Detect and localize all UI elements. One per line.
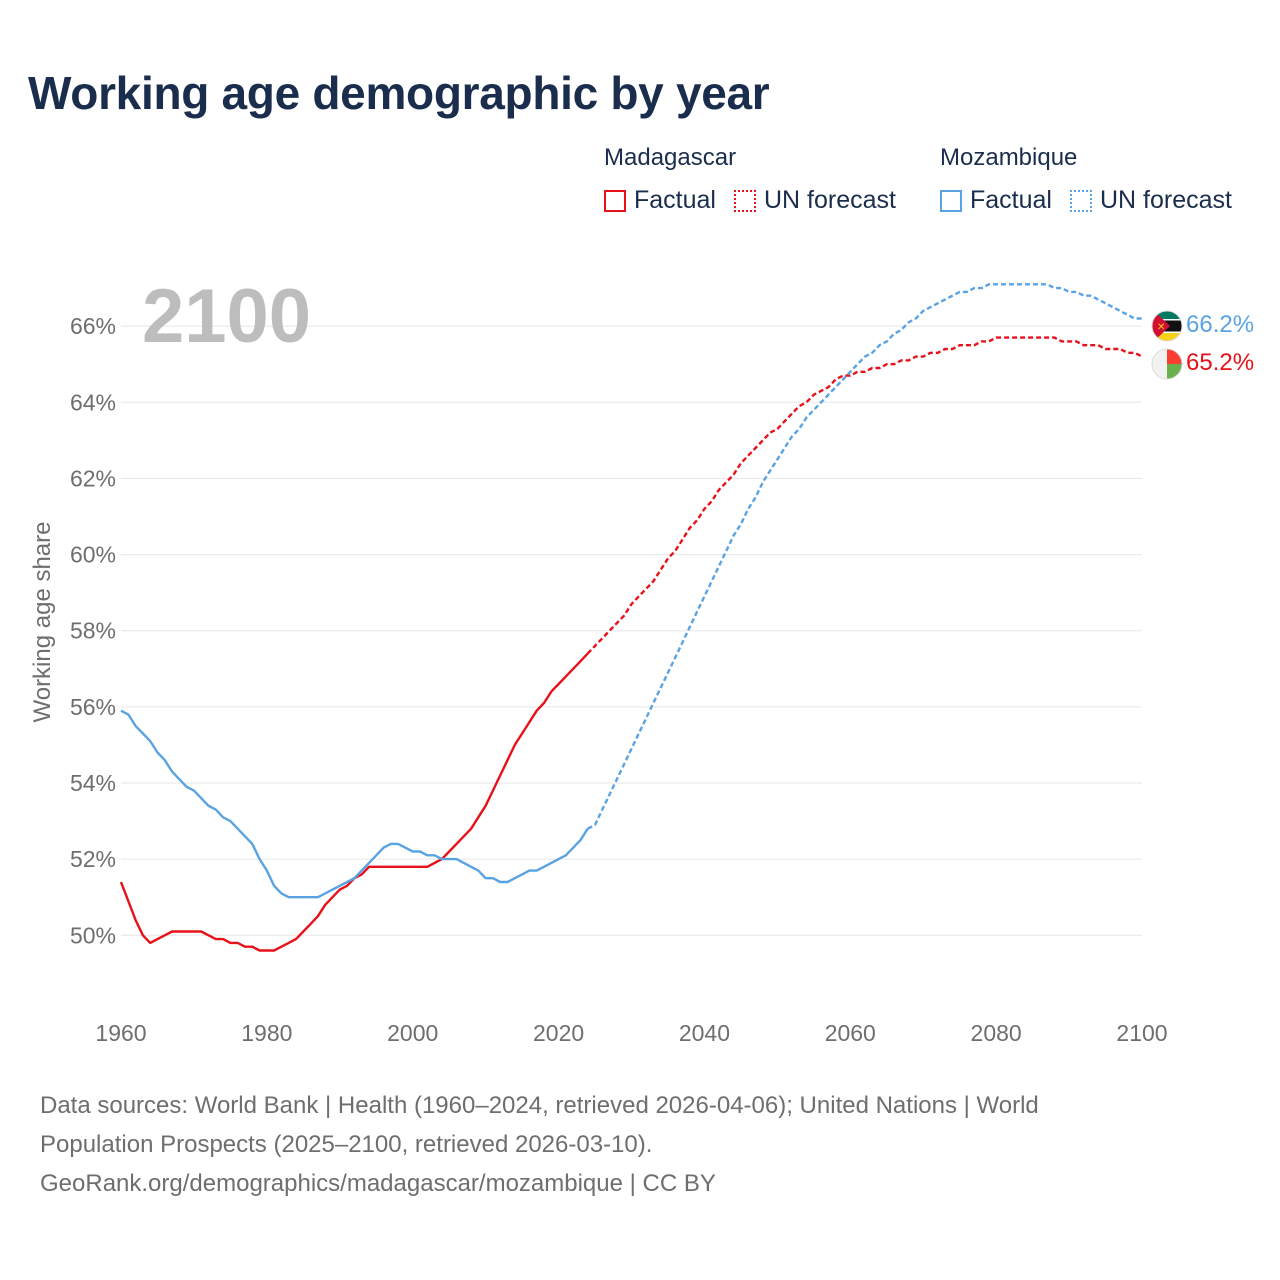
legend-heading-mozambique: Mozambique [940, 144, 1078, 171]
legend-group-madagascar: Madagascar Factual UN forecast [604, 144, 896, 215]
y-tick-label: 56% [70, 694, 116, 720]
mozambique-factual-line [120, 709, 589, 899]
y-axis-label: Working age share [29, 522, 56, 723]
madagascar-forecast-line [586, 336, 1143, 655]
madagascar-factual-line [119, 652, 589, 952]
y-tick-label: 50% [70, 922, 116, 948]
year-watermark: 2100 [142, 274, 311, 359]
mozambique-forecast-line [587, 283, 1142, 830]
legend-item-madagascar-forecast[interactable]: UN forecast [733, 186, 896, 215]
end-label-mozambique: 66.2% [1186, 311, 1254, 338]
y-tick-label: 54% [70, 770, 116, 796]
x-tick-label: 1960 [95, 1020, 146, 1046]
gridlines [121, 325, 1142, 936]
x-tick-label: 1980 [241, 1020, 292, 1046]
x-tick-label: 2040 [679, 1020, 730, 1046]
source-footer: Data sources: World Bank | Health (1960–… [40, 1086, 1240, 1203]
source-line-2: Population Prospects (2025–2100, retriev… [40, 1131, 653, 1158]
end-label-madagascar: 65.2% [1186, 349, 1254, 376]
x-tick-label: 2060 [825, 1020, 876, 1046]
line-chart: 2100 50% 52% 54% 56% 58% 60% 62% 64% 66% 1960 198… [29, 274, 1254, 1046]
y-tick-label: 66% [70, 313, 116, 339]
x-tick-label: 2100 [1116, 1020, 1167, 1046]
legend-label-mozambique-forecast: UN forecast [1099, 186, 1232, 214]
y-axis-ticks: 50% 52% 54% 56% 58% 60% 62% 64% 66% [70, 313, 116, 948]
y-tick-label: 52% [70, 846, 116, 872]
chart-title: Working age demographic by year [28, 67, 770, 119]
x-tick-label: 2080 [971, 1020, 1022, 1046]
legend-item-madagascar-factual[interactable]: Factual [604, 186, 716, 215]
x-tick-label: 2000 [387, 1020, 438, 1046]
series-lines [119, 283, 1143, 952]
x-tick-label: 2020 [533, 1020, 584, 1046]
legend-item-mozambique-factual[interactable]: Factual [940, 186, 1052, 215]
legend-label-madagascar-forecast: UN forecast [763, 186, 896, 214]
legend-item-mozambique-forecast[interactable]: UN forecast [1069, 186, 1232, 215]
y-tick-label: 58% [70, 618, 116, 644]
madagascar-flag [1151, 348, 1183, 380]
legend-label-madagascar-factual: Factual [634, 186, 716, 214]
legend-heading-madagascar: Madagascar [604, 144, 737, 171]
legend-swatch-madagascar-factual [604, 189, 626, 212]
y-tick-label: 62% [70, 465, 116, 491]
source-attribution: GeoRank.org/demographics/madagascar/moza… [40, 1170, 716, 1197]
legend-swatch-madagascar-forecast [733, 189, 756, 212]
source-line-1: Data sources: World Bank | Health (1960–… [40, 1092, 1039, 1119]
mozambique-flag: ✕ [1151, 310, 1183, 342]
y-tick-label: 64% [70, 389, 116, 415]
svg-text:✕: ✕ [1157, 322, 1165, 333]
legend-swatch-mozambique-forecast [1069, 189, 1092, 212]
legend-label-mozambique-factual: Factual [970, 186, 1052, 214]
x-axis-ticks: 1960 1980 2000 2020 2040 2060 2080 2100 [95, 1020, 1167, 1046]
legend-swatch-mozambique-factual [940, 189, 962, 212]
legend-group-mozambique: Mozambique Factual UN forecast [940, 144, 1232, 215]
y-tick-label: 60% [70, 542, 116, 568]
